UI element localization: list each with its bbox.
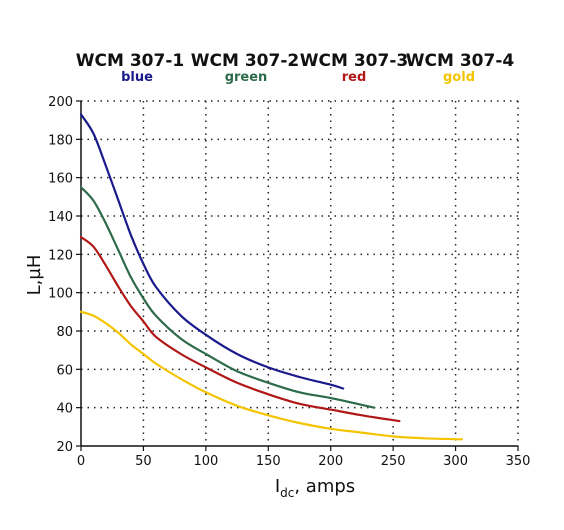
x-axis-label: Idc, amps <box>275 476 355 500</box>
y-tick-label-40: 40 <box>56 402 73 417</box>
legend-title-2: WCM 307-2 <box>191 51 299 71</box>
x-tick-label-50: 50 <box>135 454 152 469</box>
legend-title-3: WCM 307-3 <box>300 51 408 71</box>
legend-title-4: WCM 307-4 <box>406 51 515 71</box>
y-tick-label-180: 180 <box>48 133 73 148</box>
series-lines <box>79 113 463 441</box>
x-tick-label-200: 200 <box>318 454 343 469</box>
y-tick-label-60: 60 <box>56 363 73 378</box>
legend-color-2: green <box>225 70 268 85</box>
x-axis-label-sub: dc <box>280 486 294 500</box>
y-tick-label-140: 140 <box>48 210 73 225</box>
legend-title-1: WCM 307-1 <box>76 51 184 71</box>
x-tick-label-0: 0 <box>77 454 85 469</box>
x-tick-label-250: 250 <box>381 454 406 469</box>
y-tick-label-120: 120 <box>48 248 73 263</box>
grid <box>81 100 519 446</box>
series-line-3 <box>79 236 401 423</box>
legend-color-4: gold <box>443 70 475 85</box>
y-axis-label: L,µH <box>24 255 45 296</box>
legend-color-3: red <box>342 70 367 85</box>
y-tick-label-200: 200 <box>48 95 73 110</box>
y-tick-label-80: 80 <box>56 325 73 340</box>
x-tick-label-100: 100 <box>193 454 218 469</box>
legend-color-1: blue <box>121 70 153 85</box>
y-tick-label-20: 20 <box>56 440 73 455</box>
tick-labels: 0 50 100 150 200 250 300 350 20 40 60 80 100 120 140 16… <box>48 95 530 469</box>
legend: WCM 307-1 blue WCM 307-2 green WCM 307-3… <box>76 51 515 85</box>
x-tick-label-350: 350 <box>506 454 531 469</box>
axes <box>76 100 519 451</box>
x-axis-label-main: I <box>275 476 280 497</box>
x-tick-label-150: 150 <box>256 454 281 469</box>
x-axis-label-rest: , amps <box>294 476 355 497</box>
y-tick-label-100: 100 <box>48 287 73 302</box>
y-tick-label-160: 160 <box>48 172 73 187</box>
series-line-4 <box>79 310 463 441</box>
x-tick-label-300: 300 <box>443 454 468 469</box>
series-line-1 <box>79 113 345 390</box>
series-line-2 <box>79 186 376 409</box>
